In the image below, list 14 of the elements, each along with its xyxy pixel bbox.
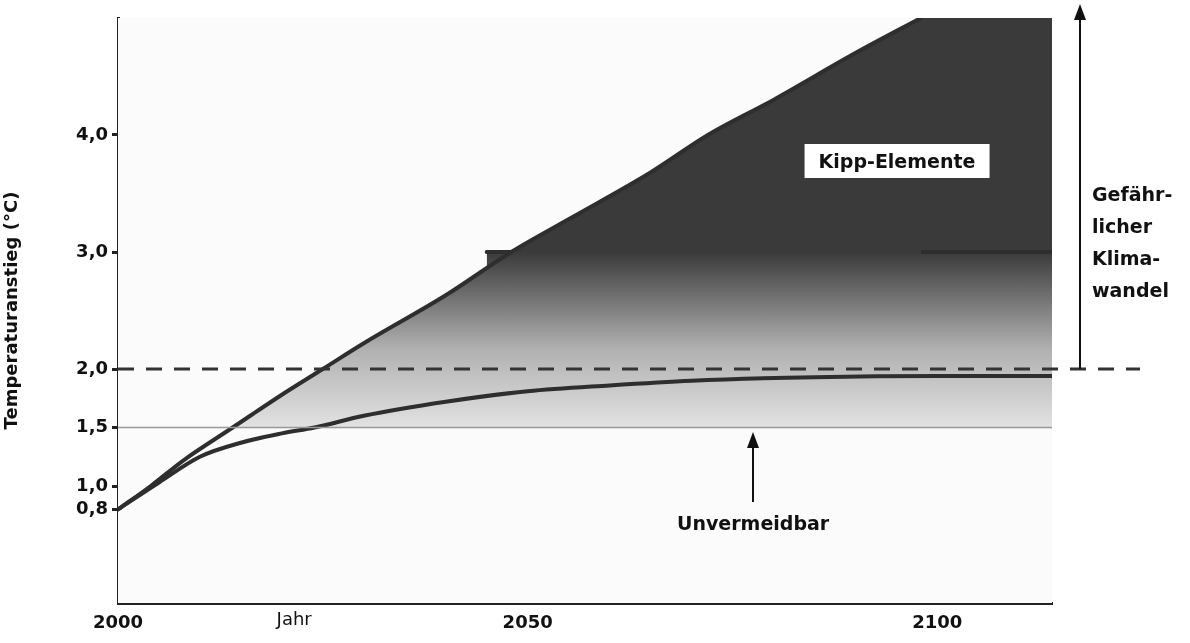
- y-tick-label: 0,8: [76, 497, 108, 519]
- y-tick-label: 1,5: [76, 415, 108, 437]
- text: Gefähr- licher Klima- wandel: [1092, 182, 1173, 303]
- y-tick-label: 2,0: [76, 356, 108, 378]
- y-axis-title: Temperaturanstieg (°C): [0, 191, 22, 430]
- y-tick-label: 4,0: [76, 122, 108, 144]
- x-tick-label: 2100: [912, 611, 963, 633]
- y-tick-label: 3,0: [76, 239, 108, 261]
- x-tick-label: 2050: [502, 611, 553, 633]
- annotation: Unvermeidbar: [677, 510, 830, 536]
- x-tick-label: 2000: [92, 611, 144, 633]
- y-tick-label: 1,0: [76, 473, 108, 495]
- x-axis-title: Jahr: [275, 607, 313, 629]
- annotation: Kipp-Elemente: [804, 144, 990, 178]
